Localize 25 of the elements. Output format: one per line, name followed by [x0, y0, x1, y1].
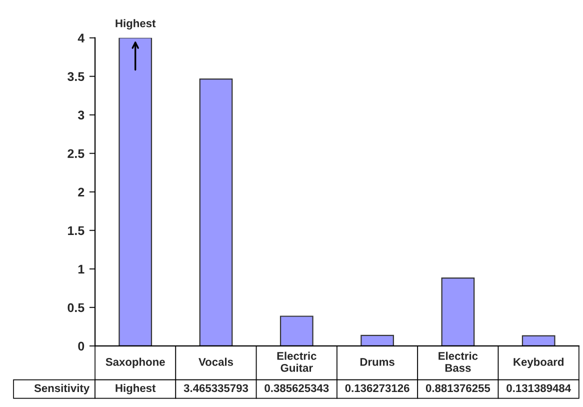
- y-tick-label: 2.5: [68, 149, 84, 158]
- y-tick-label: 4: [78, 34, 85, 42]
- y-tick-label: 2: [78, 188, 84, 196]
- y-tick-label: 0: [78, 342, 84, 351]
- data-label: 0.136273126: [345, 384, 410, 392]
- data-label: 0.881376255: [426, 384, 490, 392]
- data-label: Highest: [116, 384, 156, 394]
- annotation: Highest: [116, 19, 156, 30]
- data-label: 0.131389484: [506, 384, 571, 392]
- y-tick-label: 1.5: [68, 226, 84, 236]
- y-tick-label: 3.5: [68, 72, 84, 82]
- text: Sensitivity: [34, 384, 90, 394]
- x-tick-label: Vocals: [198, 358, 234, 366]
- x-tick-label: Electric Bass: [438, 352, 478, 372]
- bar: [360, 334, 394, 346]
- data-label: 0.385625343: [264, 384, 329, 392]
- bar: [522, 335, 556, 346]
- y-tick-label: 1: [78, 264, 84, 274]
- x-tick-label: Electric Guitar: [277, 352, 316, 372]
- x-tick-label: Saxophone: [106, 358, 165, 368]
- y-tick-label: 0.5: [68, 303, 84, 312]
- x-tick-label: Drums: [360, 358, 394, 366]
- y-tick-label: 3: [78, 110, 84, 120]
- x-tick-label: Keyboard: [514, 358, 564, 368]
- data-label: 3.465335793: [184, 384, 248, 392]
